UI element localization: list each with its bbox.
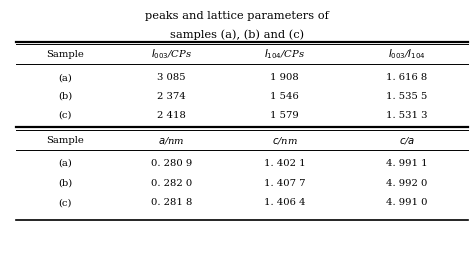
Text: $c$/$a$: $c$/$a$ xyxy=(399,135,415,146)
Text: (a): (a) xyxy=(58,159,72,168)
Text: (a): (a) xyxy=(58,73,72,82)
Text: 1. 406 4: 1. 406 4 xyxy=(264,198,305,207)
Text: 0. 281 8: 0. 281 8 xyxy=(151,198,192,207)
Text: 1 579: 1 579 xyxy=(270,111,299,120)
Text: 1. 531 3: 1. 531 3 xyxy=(386,111,428,120)
Text: $I_{003}$/CPs: $I_{003}$/CPs xyxy=(151,47,192,61)
Text: 1. 402 1: 1. 402 1 xyxy=(264,159,306,168)
Text: samples (a), (b) and (c): samples (a), (b) and (c) xyxy=(170,29,304,40)
Text: 2 418: 2 418 xyxy=(157,111,186,120)
Text: 1. 535 5: 1. 535 5 xyxy=(386,92,428,101)
Text: 1. 616 8: 1. 616 8 xyxy=(386,73,428,82)
Text: 4. 991 0: 4. 991 0 xyxy=(386,198,428,207)
Text: 0. 282 0: 0. 282 0 xyxy=(151,178,192,188)
Text: 4. 991 1: 4. 991 1 xyxy=(386,159,428,168)
Text: 1. 407 7: 1. 407 7 xyxy=(264,178,305,188)
Text: peaks and lattice parameters of: peaks and lattice parameters of xyxy=(145,11,329,20)
Text: (c): (c) xyxy=(58,111,72,120)
Text: (b): (b) xyxy=(58,178,73,188)
Text: 2 374: 2 374 xyxy=(157,92,186,101)
Text: $a$/nm: $a$/nm xyxy=(158,135,185,146)
Text: 0. 280 9: 0. 280 9 xyxy=(151,159,192,168)
Text: $c$/nm: $c$/nm xyxy=(272,135,298,146)
Text: $I_{003}$/$I_{104}$: $I_{003}$/$I_{104}$ xyxy=(388,47,426,61)
Text: 4. 992 0: 4. 992 0 xyxy=(386,178,428,188)
Text: Sample: Sample xyxy=(46,49,84,59)
Text: (c): (c) xyxy=(58,198,72,207)
Text: (b): (b) xyxy=(58,92,73,101)
Text: 1 546: 1 546 xyxy=(270,92,299,101)
Text: $I_{104}$/CPs: $I_{104}$/CPs xyxy=(264,47,305,61)
Text: Sample: Sample xyxy=(46,136,84,145)
Text: 3 085: 3 085 xyxy=(157,73,186,82)
Text: 1 908: 1 908 xyxy=(270,73,299,82)
